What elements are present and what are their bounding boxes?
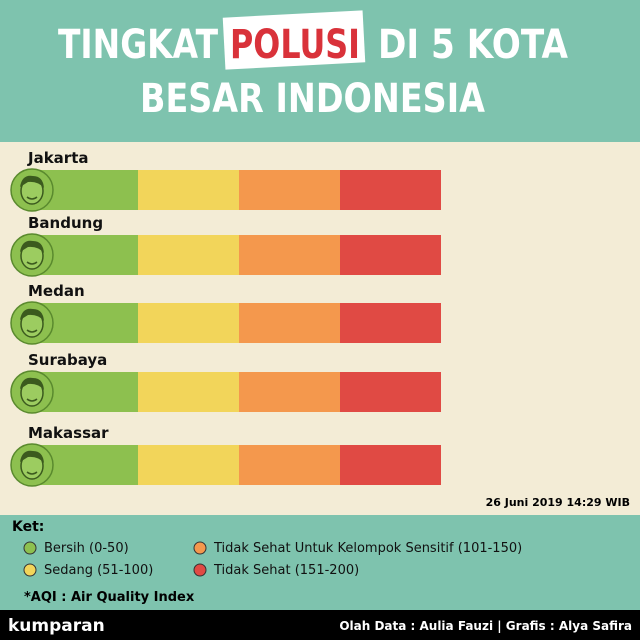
legend-swatch [193,563,207,577]
city-label: Jakarta [27,149,89,167]
smile [26,196,38,200]
scale-segment [37,372,138,412]
scale-segment [37,445,138,485]
scale-segment [37,235,138,275]
credits: Olah Data : Aulia Fauzi | Grafis : Alya … [339,619,632,633]
scale-segment [37,170,138,210]
title-line: BESAR INDONESIA [140,76,485,122]
smile [26,398,38,402]
scale-segment [239,235,340,275]
scale-segment [340,303,441,343]
hair [20,450,44,463]
scale-segment [239,372,340,412]
legend-label: Sedang (51-100) [44,563,153,578]
title-part: POLUSI [230,22,360,68]
legend-swatch [193,541,207,555]
legend-band [0,515,640,610]
hair [20,377,44,390]
scale-segment [239,445,340,485]
title-highlight [222,10,366,70]
scale-segment [138,445,239,485]
scale-segment [340,372,441,412]
scale-segment [239,170,340,210]
legend-label: Bersih (0-50) [44,541,129,556]
scale-segment [138,372,239,412]
scale-segment [37,303,138,343]
legend-note: *AQI : Air Quality Index [24,590,195,605]
scale-segment [138,303,239,343]
legend-label: Tidak Sehat Untuk Kelompok Sensitif (101… [213,541,522,556]
legend-swatch [23,541,37,555]
footer-band [0,610,640,640]
smile [26,329,38,333]
city-label: Medan [28,282,85,300]
hair [20,308,44,321]
title-part: DI 5 KOTA [378,22,568,68]
city-label: Makassar [28,424,109,442]
timestamp: 26 Juni 2019 14:29 WIB [486,496,630,509]
smile [26,471,38,475]
city-label: Surabaya [28,351,107,369]
smile [26,261,38,265]
city-label: Bandung [28,214,103,232]
legend-label: Tidak Sehat (151-200) [213,563,359,578]
hair [20,240,44,253]
scale-segment [340,445,441,485]
scale-segment [239,303,340,343]
brand: kumparan [8,616,105,636]
legend-swatch [23,563,37,577]
scale-segment [340,235,441,275]
title-part: TINGKAT [58,22,219,68]
legend-title: Ket: [12,519,44,535]
hair [20,175,44,188]
scale-segment [138,235,239,275]
scale-segment [340,170,441,210]
scale-segment [138,170,239,210]
